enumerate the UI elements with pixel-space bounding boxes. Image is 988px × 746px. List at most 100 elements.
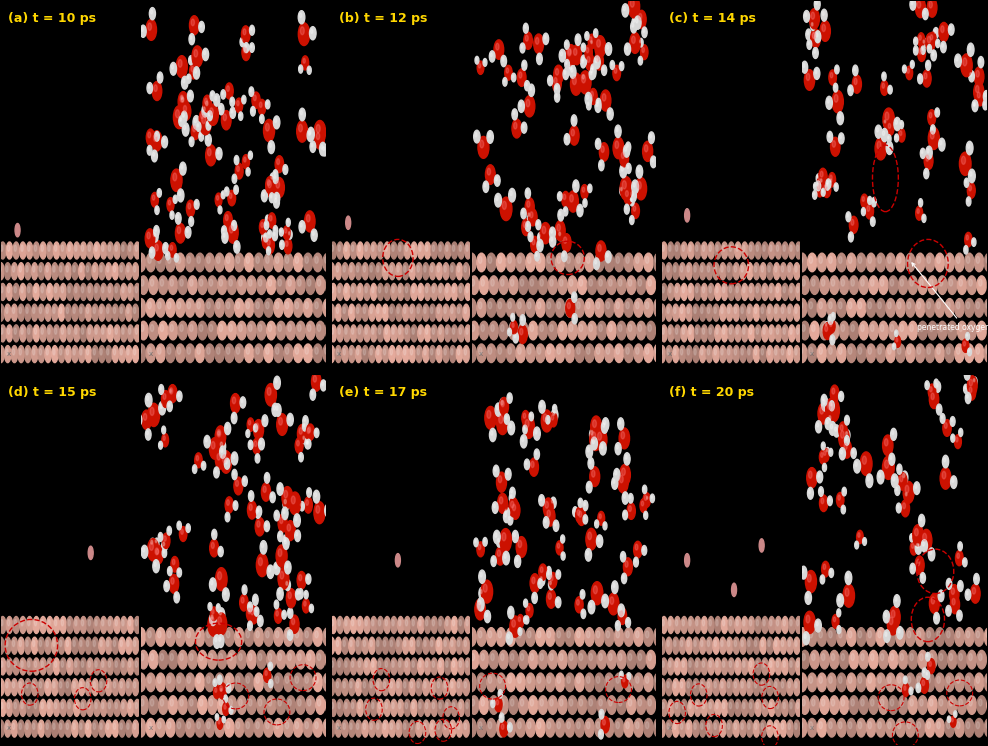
Circle shape — [898, 651, 908, 669]
Circle shape — [579, 699, 583, 706]
Circle shape — [121, 325, 127, 342]
Circle shape — [44, 304, 51, 322]
Circle shape — [209, 108, 213, 115]
Circle shape — [617, 276, 626, 295]
Circle shape — [59, 682, 62, 688]
Circle shape — [733, 637, 739, 654]
Circle shape — [984, 344, 988, 363]
Circle shape — [841, 325, 845, 331]
Circle shape — [409, 304, 416, 322]
Circle shape — [643, 492, 650, 507]
Circle shape — [528, 257, 532, 263]
Circle shape — [121, 658, 127, 675]
Circle shape — [776, 699, 782, 716]
Circle shape — [565, 673, 574, 692]
Circle shape — [438, 640, 440, 647]
Circle shape — [492, 502, 498, 513]
Circle shape — [383, 307, 385, 313]
Circle shape — [365, 245, 368, 251]
Circle shape — [283, 510, 286, 514]
Circle shape — [940, 325, 943, 331]
Circle shape — [868, 651, 878, 669]
Circle shape — [309, 130, 311, 134]
Circle shape — [781, 637, 786, 654]
Circle shape — [53, 616, 59, 633]
Circle shape — [311, 372, 321, 391]
Circle shape — [592, 66, 594, 69]
Circle shape — [917, 560, 920, 565]
Circle shape — [931, 125, 936, 134]
Circle shape — [167, 401, 172, 412]
Circle shape — [315, 302, 318, 309]
Circle shape — [317, 325, 321, 331]
Circle shape — [66, 682, 68, 688]
Circle shape — [921, 677, 929, 693]
Circle shape — [295, 347, 298, 354]
Circle shape — [293, 344, 302, 363]
Circle shape — [859, 677, 862, 683]
Circle shape — [904, 677, 905, 680]
Circle shape — [735, 699, 741, 716]
Circle shape — [494, 40, 504, 59]
Circle shape — [649, 134, 652, 138]
Circle shape — [940, 592, 942, 596]
Circle shape — [973, 103, 975, 107]
Circle shape — [814, 184, 816, 186]
Circle shape — [575, 344, 584, 363]
Circle shape — [906, 66, 913, 80]
Circle shape — [895, 331, 896, 333]
Circle shape — [247, 276, 256, 295]
Circle shape — [68, 661, 70, 668]
Circle shape — [868, 696, 878, 715]
Circle shape — [940, 140, 942, 145]
Circle shape — [468, 721, 472, 729]
Circle shape — [249, 442, 251, 445]
Circle shape — [707, 266, 709, 272]
Circle shape — [338, 702, 341, 709]
Circle shape — [537, 347, 540, 354]
Circle shape — [680, 345, 686, 363]
Circle shape — [160, 404, 162, 409]
Circle shape — [210, 580, 213, 585]
Circle shape — [890, 279, 894, 286]
Circle shape — [268, 141, 275, 154]
Circle shape — [218, 104, 224, 115]
Circle shape — [398, 327, 401, 334]
Circle shape — [614, 468, 619, 481]
Circle shape — [595, 627, 604, 646]
Circle shape — [233, 471, 235, 474]
Circle shape — [1, 286, 3, 293]
Circle shape — [7, 661, 10, 668]
Circle shape — [40, 266, 41, 272]
Circle shape — [750, 327, 752, 334]
Circle shape — [512, 73, 516, 82]
Circle shape — [213, 94, 219, 106]
Circle shape — [526, 188, 531, 198]
Circle shape — [556, 570, 560, 579]
Circle shape — [230, 394, 240, 413]
Circle shape — [364, 640, 366, 647]
Circle shape — [481, 325, 484, 331]
Circle shape — [599, 730, 604, 739]
Circle shape — [512, 323, 514, 327]
Circle shape — [405, 286, 408, 293]
Circle shape — [256, 302, 260, 309]
Circle shape — [666, 304, 672, 322]
Circle shape — [767, 637, 773, 654]
Circle shape — [729, 327, 732, 334]
Circle shape — [218, 677, 219, 680]
Circle shape — [900, 653, 904, 661]
Circle shape — [910, 279, 913, 286]
Circle shape — [146, 627, 155, 646]
Circle shape — [106, 720, 112, 737]
Circle shape — [867, 477, 869, 481]
Circle shape — [931, 597, 935, 604]
Circle shape — [330, 242, 337, 259]
Circle shape — [261, 116, 262, 119]
Circle shape — [518, 631, 522, 638]
Circle shape — [119, 679, 125, 696]
Circle shape — [782, 616, 788, 633]
Circle shape — [497, 472, 507, 492]
Circle shape — [475, 599, 485, 620]
Circle shape — [701, 242, 707, 259]
